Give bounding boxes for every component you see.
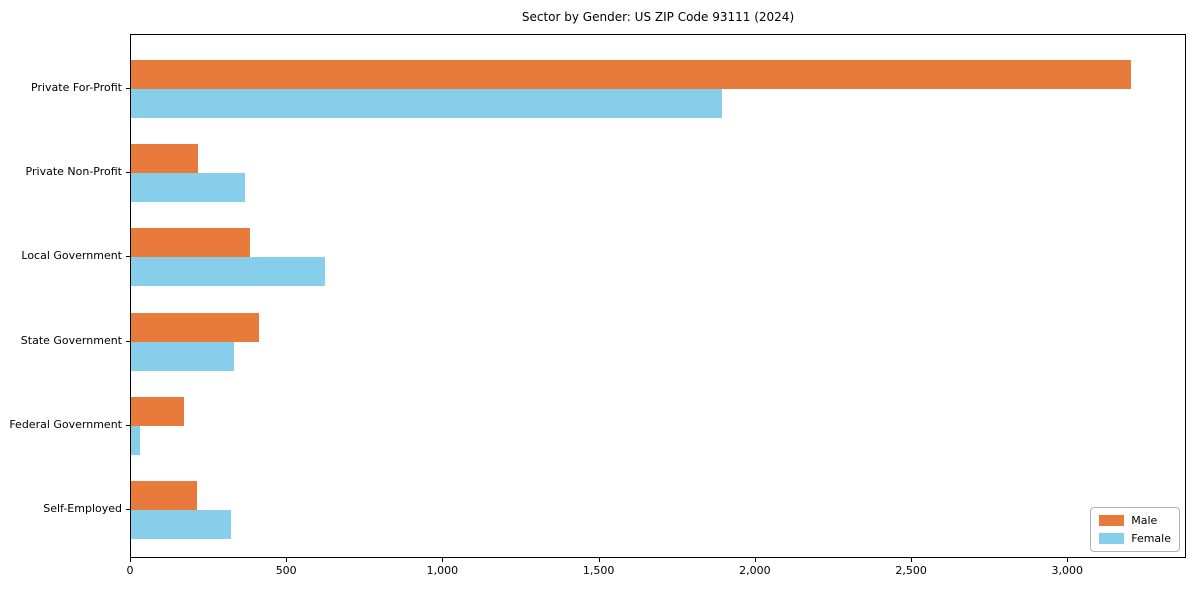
bar-federal-government-male	[131, 396, 185, 426]
x-tick-label-3-000: 3,000	[1051, 564, 1084, 577]
bar-private-for-profit-female	[131, 89, 722, 118]
y-tick-mark	[126, 88, 130, 89]
bar-self-employed-female	[131, 510, 231, 539]
y-tick-mark	[126, 172, 130, 174]
x-tick-mark	[598, 558, 600, 562]
x-tick-mark	[286, 558, 288, 562]
bars-layer	[131, 35, 1185, 557]
x-tick-mark	[911, 558, 913, 562]
y-tick-mark	[126, 256, 130, 258]
legend-item-male: Male	[1099, 514, 1171, 527]
x-tick-mark	[130, 558, 131, 562]
x-tick-label-2-500: 2,500	[895, 564, 927, 577]
y-tick-label-private-non-profit: Private Non-Profit	[25, 165, 122, 179]
bar-local-government-female	[131, 257, 325, 287]
legend-swatch-male	[1099, 515, 1125, 526]
x-tick-label-0: 0	[126, 564, 134, 577]
legend-swatch-female	[1099, 533, 1125, 544]
x-tick-label-500: 500	[275, 564, 297, 577]
legend-label-female: Female	[1131, 532, 1171, 545]
legend: Male Female	[1090, 507, 1180, 552]
y-tick-label-local-government: Local Government	[21, 249, 122, 263]
y-tick-mark	[126, 424, 130, 426]
bar-local-government-male	[131, 228, 250, 258]
bar-state-government-male	[131, 312, 260, 342]
plot-area: Male Female	[130, 34, 1186, 558]
legend-item-female: Female	[1099, 532, 1171, 545]
legend-label-male: Male	[1131, 514, 1158, 527]
y-tick-label-self-employed: Self-Employed	[43, 502, 122, 515]
bar-private-non-profit-male	[131, 144, 199, 174]
bar-federal-government-female	[131, 425, 141, 455]
bar-self-employed-male	[131, 481, 197, 510]
x-tick-label-1-000: 1,000	[426, 564, 459, 577]
y-tick-mark	[126, 509, 130, 510]
x-tick-label-1-500: 1,500	[582, 564, 615, 577]
x-tick-mark	[1067, 558, 1069, 562]
y-tick-label-state-government: State Government	[20, 333, 122, 347]
y-axis-labels: Private For-Profit Private Non-Profit Loca…	[0, 34, 122, 558]
x-tick-mark	[442, 558, 444, 562]
x-tick-mark	[754, 558, 756, 562]
y-tick-mark	[126, 340, 130, 342]
bar-state-government-female	[131, 341, 235, 371]
y-tick-label-federal-government: Federal Government	[9, 417, 122, 431]
chart-title: Sector by Gender: US ZIP Code 93111 (202…	[521, 10, 795, 24]
y-tick-label-private-for-profit: Private For-Profit	[31, 81, 122, 94]
bar-private-non-profit-female	[131, 173, 245, 203]
x-tick-label-2-000: 2,000	[739, 564, 771, 577]
bar-private-for-profit-male	[131, 60, 1131, 89]
